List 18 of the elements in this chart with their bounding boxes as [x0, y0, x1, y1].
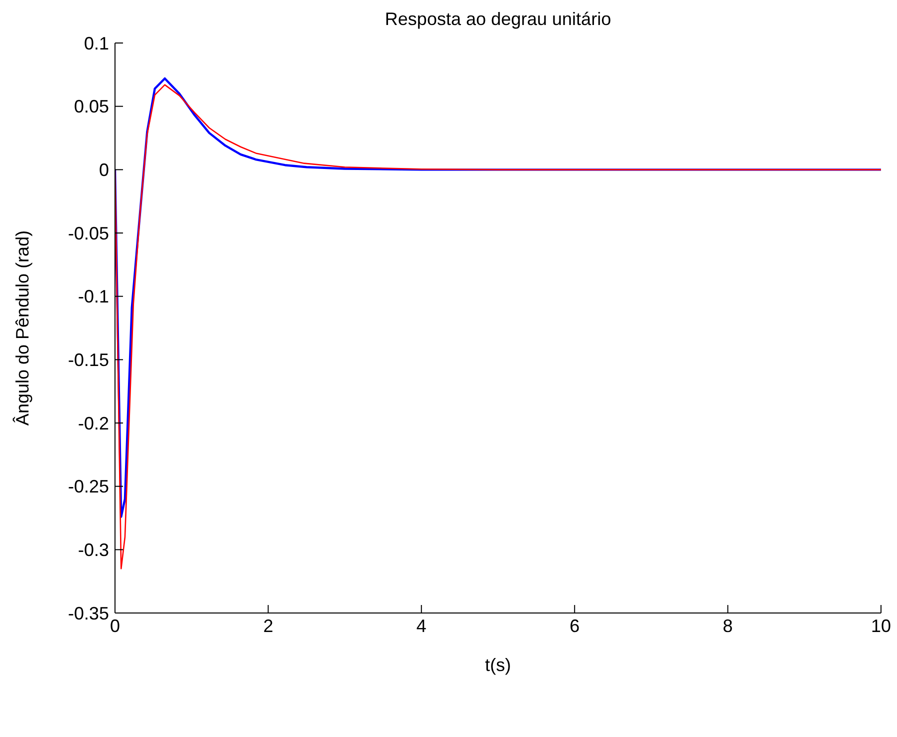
y-tick-label: -0.05: [68, 223, 109, 244]
x-tick-label: 8: [722, 616, 733, 636]
x-tick-label: 6: [570, 616, 580, 636]
y-tick-label: -0.3: [78, 540, 109, 560]
y-tick-label: -0.35: [68, 603, 109, 624]
y-tick-label: 0.1: [84, 33, 109, 54]
y-tick-label: 0: [98, 160, 109, 180]
x-axis-title: t(s): [485, 655, 511, 675]
x-tick-label: 10: [870, 616, 892, 636]
y-tick-label: -0.15: [68, 350, 109, 370]
x-tick-label: 2: [263, 616, 274, 636]
x-tick-label: 4: [416, 616, 426, 636]
y-tick-label: -0.1: [78, 286, 109, 307]
y-tick-label: -0.25: [68, 476, 109, 497]
y-axis-title: Ângulo do Pêndulo (rad): [12, 230, 32, 426]
y-tick-label: 0.05: [74, 96, 109, 117]
y-tick-label: -0.2: [78, 413, 109, 434]
chart-title: Resposta ao degrau unitário: [384, 8, 612, 29]
